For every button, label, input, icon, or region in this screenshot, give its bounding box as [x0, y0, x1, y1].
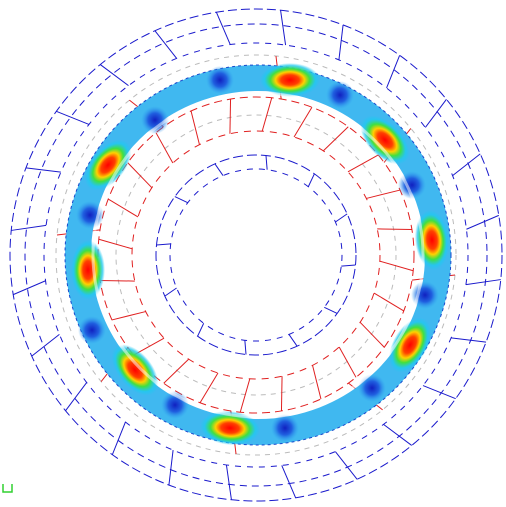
- wire-edge: [100, 65, 128, 86]
- wire-edge: [26, 168, 61, 172]
- wire-edge: [335, 452, 357, 480]
- wire-edge: [200, 373, 218, 403]
- wire-edge: [175, 197, 188, 203]
- wire-edge: [466, 215, 498, 229]
- wire-edge: [453, 154, 481, 176]
- wire-edge: [11, 225, 46, 230]
- wire-edge: [245, 340, 246, 354]
- deformed-ring: [65, 63, 452, 448]
- wire-circle: [132, 131, 380, 379]
- low-amplitude: [206, 66, 234, 94]
- wire-edge: [425, 99, 446, 127]
- wire-edge: [230, 99, 231, 134]
- wire-edge: [226, 465, 231, 500]
- wire-edge: [216, 12, 230, 44]
- wire-edge: [66, 383, 87, 411]
- axis-triad: [3, 484, 12, 492]
- wire-edge: [339, 25, 343, 60]
- wire-edge: [423, 386, 456, 399]
- wire-edge: [262, 98, 272, 131]
- low-amplitude: [358, 374, 386, 402]
- wire-edge: [281, 10, 286, 45]
- wire-edge: [289, 334, 297, 346]
- wire-edge: [169, 450, 173, 485]
- wire-edge: [56, 111, 89, 124]
- high-amplitude: [71, 240, 105, 300]
- low-amplitude: [271, 414, 299, 442]
- wire-edge: [384, 424, 412, 445]
- wire-edge: [377, 229, 412, 230]
- wire-edge: [155, 31, 177, 59]
- wire-edge: [112, 312, 146, 320]
- wire-edge: [108, 199, 138, 217]
- wire-edge: [339, 347, 356, 377]
- low-amplitude: [78, 316, 106, 344]
- wire-edge: [198, 323, 204, 336]
- wire-circle: [44, 43, 468, 467]
- wire-edge: [156, 133, 173, 163]
- wire-edge: [128, 163, 152, 188]
- wire-edge: [335, 214, 347, 222]
- wire-edge: [348, 155, 378, 172]
- wire-circle: [156, 155, 356, 355]
- low-amplitude: [326, 81, 354, 109]
- wire-edge: [112, 422, 125, 455]
- wire-edge: [266, 155, 267, 169]
- wire-edge: [466, 280, 501, 285]
- wire-edge: [100, 280, 135, 281]
- wire-edge: [282, 465, 296, 497]
- wire-edge: [191, 111, 199, 145]
- wire-edge: [156, 244, 170, 245]
- wire-edge: [165, 288, 177, 296]
- wire-edge: [99, 239, 132, 249]
- wire-edge: [451, 338, 486, 342]
- wire-edge: [323, 127, 348, 151]
- wire-edge: [374, 293, 404, 311]
- wire-circle: [116, 115, 396, 395]
- wire-edge: [240, 379, 250, 412]
- wire-edge: [366, 190, 400, 198]
- wire-edge: [387, 55, 400, 88]
- wire-edge: [308, 174, 314, 187]
- wire-edge: [380, 261, 413, 271]
- wire-edge: [281, 376, 282, 411]
- wire-edge: [32, 334, 60, 356]
- wire-circle: [170, 169, 342, 341]
- wire-edge: [360, 322, 384, 347]
- wire-edge: [215, 164, 223, 176]
- wire-edge: [13, 281, 45, 295]
- wire-edge: [324, 307, 337, 313]
- wire-edge: [164, 359, 189, 383]
- wire-edge: [341, 265, 355, 266]
- page: (() => { const data = JSON.parse(documen…: [0, 0, 506, 507]
- mode-shape-view: [0, 0, 506, 507]
- wire-edge: [294, 107, 312, 137]
